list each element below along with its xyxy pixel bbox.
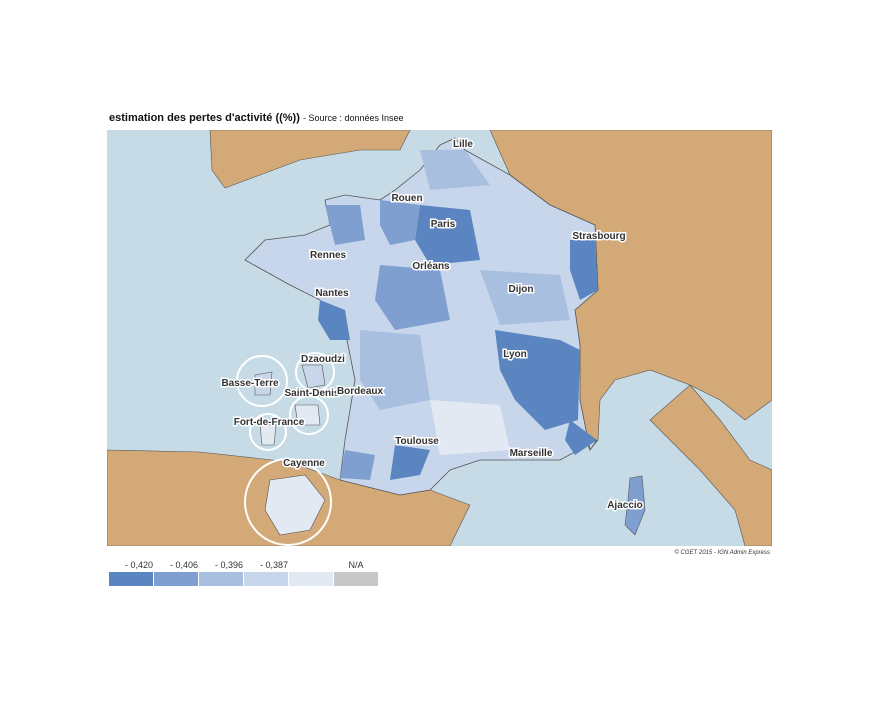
- city-label: Rennes: [310, 250, 347, 261]
- legend: - 0,420 - 0,406 - 0,396 - 0,387 N/A: [109, 560, 378, 586]
- city-label: Fort-de-France: [234, 417, 305, 428]
- city-label: Dijon: [509, 284, 534, 295]
- title-text: estimation des pertes d'activité ((%)): [109, 112, 300, 124]
- source: - Source : données Insee: [303, 113, 404, 123]
- legend-swatch: [244, 572, 288, 586]
- legend-swatch: [109, 572, 153, 586]
- legend-label: - 0,396: [215, 560, 243, 570]
- city-label: Ajaccio: [607, 500, 643, 511]
- city-label: Lyon: [503, 349, 527, 360]
- city-label: Paris: [431, 219, 456, 230]
- title: estimation des pertes d'activité ((%)) -…: [109, 112, 404, 124]
- map: [107, 130, 772, 546]
- city-label: Nantes: [315, 288, 349, 299]
- city-label: Orléans: [412, 261, 450, 272]
- city-label: Strasbourg: [572, 231, 625, 242]
- city-label: Lille: [453, 139, 473, 150]
- legend-swatch: [334, 572, 378, 586]
- credit: © CGET 2015 - IGN Admin Express: [674, 549, 770, 556]
- city-label: Rouen: [391, 193, 422, 204]
- city-label: Basse-Terre: [221, 378, 279, 389]
- city-label: Dzaoudzi: [301, 354, 345, 365]
- legend-label: - 0,406: [170, 560, 198, 570]
- city-label: Cayenne: [283, 458, 325, 469]
- legend-swatch: [154, 572, 198, 586]
- legend-label: - 0,387: [260, 560, 288, 570]
- city-label: Saint-Denis: [284, 388, 339, 399]
- city-labels: Lille Rouen Paris Strasbourg Rennes Orléans Na…: [220, 138, 644, 513]
- legend-swatch: [289, 572, 333, 586]
- city-label: Marseille: [510, 448, 553, 459]
- city-label: Bordeaux: [337, 386, 384, 397]
- legend-label: N/A: [348, 560, 363, 570]
- legend-label: - 0,420: [125, 560, 153, 570]
- legend-swatch: [199, 572, 243, 586]
- city-label: Toulouse: [395, 436, 439, 447]
